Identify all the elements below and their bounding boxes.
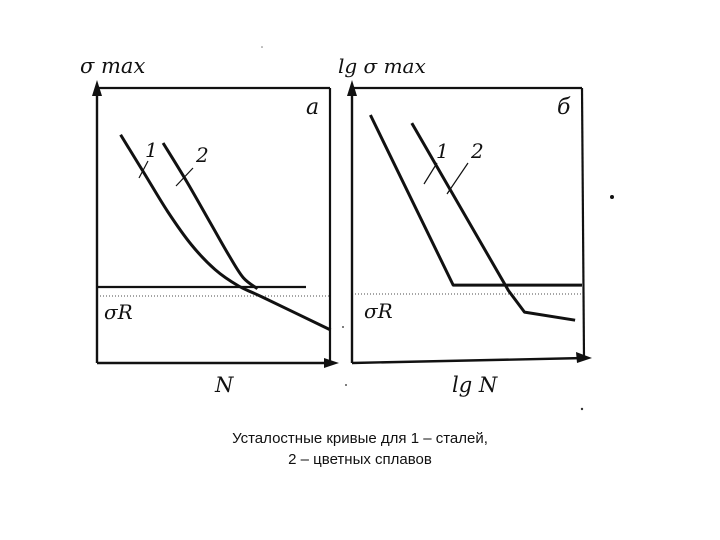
caption-line-1: Усталостные кривые для 1 – сталей, — [232, 430, 488, 447]
panel-a-xlabel: N — [214, 373, 234, 397]
panel-b-ylabel: lg σ max — [338, 54, 426, 78]
speck — [261, 46, 263, 48]
panel-a-leader-2 — [175, 167, 194, 187]
panel-b-series-2-label: 2 — [470, 139, 484, 163]
panel-b-panel-label: б — [557, 95, 571, 120]
caption: Усталостные кривые для 1 – сталей, 2 – ц… — [0, 428, 720, 470]
panel-b-frame-right — [580, 87, 586, 359]
panel-b-x-axis — [351, 356, 586, 365]
panel-b-xlabel: lg N — [452, 373, 498, 397]
speck — [342, 326, 344, 328]
panel-b-series-1-line — [369, 114, 582, 287]
panel-b-leader-1 — [423, 162, 438, 185]
panel-a-series-2-label: 2 — [195, 143, 209, 167]
speck — [580, 407, 584, 411]
panel-b: 1 2 б lg σ max lg N σR — [338, 54, 592, 397]
panel-a-series-1-line — [119, 133, 332, 332]
panel-a-x-arrow — [324, 358, 339, 368]
panel-a-endurance-label: σR — [104, 300, 133, 324]
speck — [345, 384, 347, 386]
panel-a-series-2-line — [161, 142, 259, 290]
panel-b-endurance-label: σR — [364, 299, 393, 323]
panel-a-ylabel: σ max — [80, 54, 145, 78]
panel-b-leader-2 — [446, 162, 469, 195]
panel-a-panel-label: а — [306, 95, 319, 120]
caption-line-2: 2 – цветных сплавов — [288, 451, 432, 468]
panel-b-series-1-label: 1 — [436, 139, 449, 163]
panel-a-leader-1 — [138, 160, 149, 179]
speck — [610, 195, 614, 199]
panel-a: 1 2 а σ max N σR — [80, 54, 339, 397]
panel-b-series-2-line — [410, 122, 576, 322]
panel-a-series-1-label: 1 — [145, 138, 158, 162]
